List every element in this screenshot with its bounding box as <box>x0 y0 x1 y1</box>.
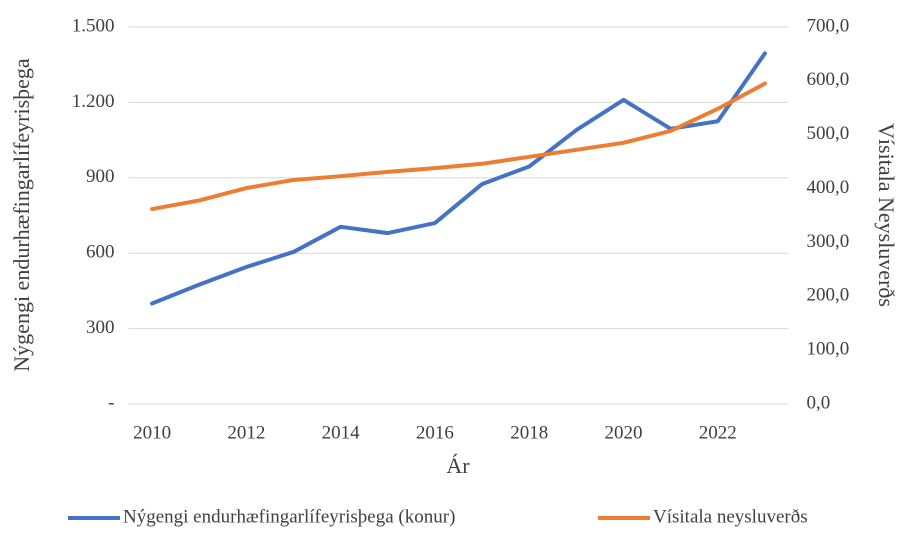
y2-tick-label: 100,0 <box>807 339 850 360</box>
y-tick-label: 300 <box>86 317 115 338</box>
x-tick-label: 2020 <box>605 422 643 443</box>
y2-tick-label: 500,0 <box>807 123 850 144</box>
x-tick-label: 2012 <box>227 422 265 443</box>
y-tick-label: 900 <box>86 166 115 187</box>
x-axis-label: Ár <box>446 453 470 478</box>
x-tick-label: 2016 <box>416 422 454 443</box>
y2-tick-label: 300,0 <box>807 231 850 252</box>
line-series <box>150 81 767 212</box>
x-tick-label: 2010 <box>133 422 171 443</box>
y-tick-label: 600 <box>86 242 115 263</box>
x-tick-label: 2018 <box>510 422 548 443</box>
y2-tick-label: 200,0 <box>807 285 850 306</box>
x-tick-label: 2014 <box>322 422 361 443</box>
y2-tick-label: 700,0 <box>807 15 850 36</box>
y2-tick-label: 400,0 <box>807 177 850 198</box>
y2-tick-label: 600,0 <box>807 69 850 90</box>
y-tick-label: - <box>108 392 114 413</box>
line-series <box>150 51 767 306</box>
x-tick-label: 2022 <box>699 422 737 443</box>
legend-label: Nýgengi endurhæfingarlífeyrisþega (konur… <box>123 506 455 527</box>
y-axis-label: Nýgengi endurhæfingarlífeyrisþega <box>9 58 34 372</box>
y2-tick-label: 0,0 <box>807 392 831 413</box>
y-tick-label: 1.200 <box>72 91 115 112</box>
y2-axis-label: Vísitala Neysluverðs <box>874 123 899 307</box>
y-tick-label: 1.500 <box>72 15 115 36</box>
legend-label: Vísitala neysluverðs <box>653 506 808 527</box>
